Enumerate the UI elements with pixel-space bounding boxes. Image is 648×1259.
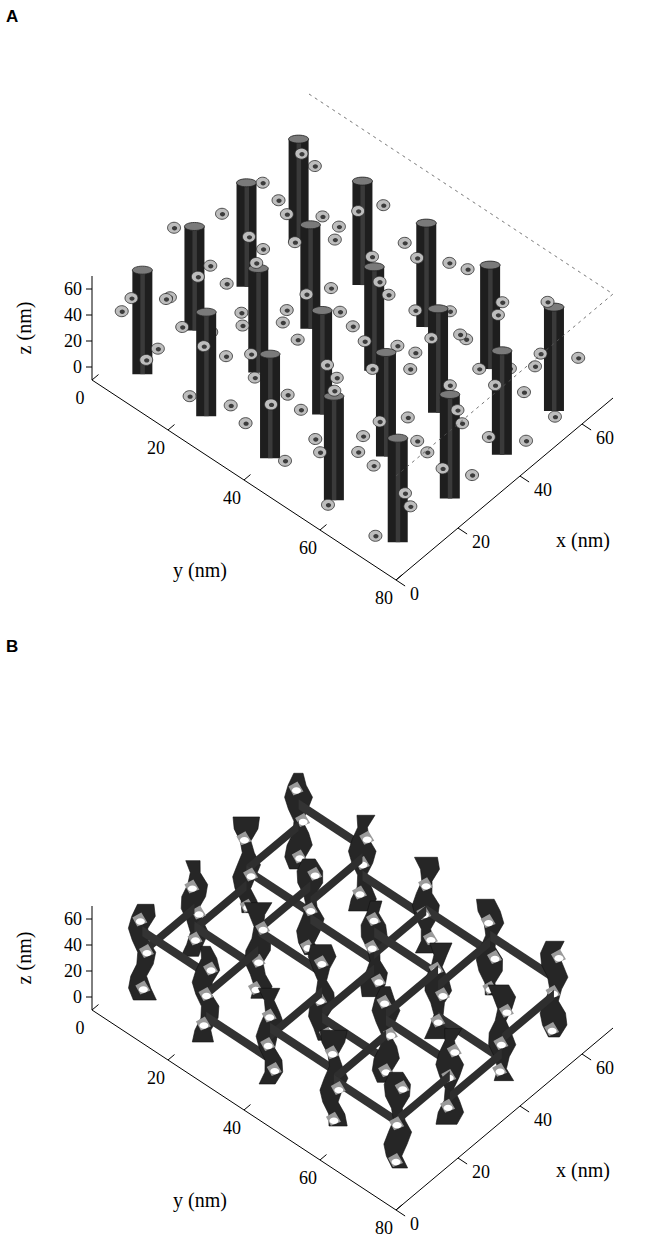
svg-text:60: 60 bbox=[596, 1058, 614, 1078]
svg-text:0: 0 bbox=[73, 987, 82, 1007]
svg-text:80: 80 bbox=[375, 1218, 393, 1238]
svg-text:20: 20 bbox=[147, 1068, 165, 1088]
svg-text:y (nm): y (nm) bbox=[173, 559, 227, 582]
svg-text:20: 20 bbox=[472, 1162, 490, 1182]
svg-text:0: 0 bbox=[73, 357, 82, 377]
svg-text:40: 40 bbox=[534, 1110, 552, 1130]
svg-text:20: 20 bbox=[147, 438, 165, 458]
svg-text:A: A bbox=[6, 7, 18, 26]
svg-text:20: 20 bbox=[64, 331, 82, 351]
svg-text:x (nm): x (nm) bbox=[556, 1159, 610, 1182]
svg-text:20: 20 bbox=[64, 961, 82, 981]
svg-text:0: 0 bbox=[410, 1214, 419, 1234]
svg-text:60: 60 bbox=[64, 909, 82, 929]
svg-text:0: 0 bbox=[410, 584, 419, 604]
svg-text:80: 80 bbox=[375, 588, 393, 608]
svg-text:y (nm): y (nm) bbox=[173, 1189, 227, 1212]
svg-text:60: 60 bbox=[64, 279, 82, 299]
svg-text:0: 0 bbox=[76, 388, 85, 408]
svg-text:40: 40 bbox=[223, 1118, 241, 1138]
svg-text:40: 40 bbox=[223, 488, 241, 508]
svg-text:x (nm): x (nm) bbox=[556, 529, 610, 552]
svg-text:z (nm): z (nm) bbox=[13, 302, 36, 355]
svg-text:60: 60 bbox=[299, 1168, 317, 1188]
svg-text:20: 20 bbox=[472, 532, 490, 552]
svg-text:60: 60 bbox=[596, 428, 614, 448]
svg-text:B: B bbox=[6, 637, 18, 656]
svg-text:40: 40 bbox=[534, 480, 552, 500]
svg-text:z (nm): z (nm) bbox=[13, 932, 36, 985]
svg-text:40: 40 bbox=[64, 305, 82, 325]
svg-text:60: 60 bbox=[299, 538, 317, 558]
svg-text:40: 40 bbox=[64, 935, 82, 955]
svg-text:0: 0 bbox=[76, 1018, 85, 1038]
